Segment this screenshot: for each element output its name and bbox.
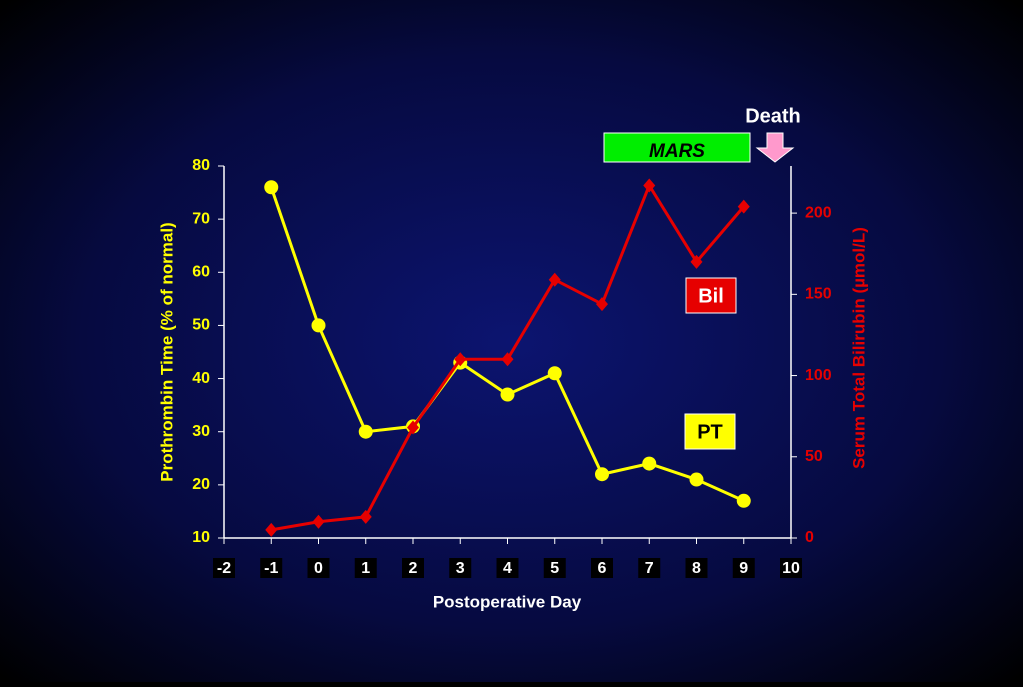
point: [500, 387, 515, 402]
point: [407, 420, 419, 435]
x-tick-label-bg: [780, 558, 802, 578]
y2-tick-label: 150: [805, 286, 832, 303]
x-tick-label: -2: [217, 560, 231, 577]
point: [736, 493, 751, 508]
point: [643, 178, 656, 193]
y-tick-label: 40: [192, 370, 210, 387]
x-tick-label: 5: [550, 560, 559, 577]
point: [264, 180, 279, 195]
point: [596, 297, 608, 312]
point: [689, 472, 704, 487]
x-tick-label: 4: [503, 560, 512, 577]
x-tick-label-bg: [213, 558, 235, 578]
point: [311, 318, 326, 333]
x-tick-label: 2: [409, 560, 418, 577]
y-tick-label: 10: [192, 529, 210, 546]
x-tick-label-bg: [685, 558, 708, 578]
mars-label: MARS: [649, 141, 705, 162]
x-tick-label-bg: [307, 558, 330, 578]
point: [359, 509, 372, 524]
point: [737, 199, 750, 214]
point: [312, 514, 325, 529]
x-axis-title: Postoperative Day: [433, 592, 582, 611]
x-tick-label-bg: [543, 558, 566, 578]
x-tick-label: 9: [739, 560, 748, 577]
x-tick-label-bg: [638, 558, 661, 578]
y2-tick-label: 100: [805, 367, 832, 384]
point: [548, 272, 561, 287]
x-tick-label-bg: [591, 558, 613, 578]
x-tick-label: 1: [361, 560, 370, 577]
y2-axis-title: Serum Total Bilirubin (µmol/L): [849, 227, 868, 469]
y-tick-label: 70: [192, 210, 210, 227]
x-tick-label: 8: [692, 560, 701, 577]
y-tick-label: 50: [192, 317, 210, 334]
point: [690, 254, 703, 269]
death-label: Death: [745, 105, 801, 127]
y-tick-label: 20: [192, 476, 210, 493]
x-tick-label: 3: [456, 560, 465, 577]
x-tick-label-bg: [354, 558, 377, 578]
y-axis-title: Prothrombin Time (% of normal): [157, 222, 176, 481]
point: [642, 456, 657, 471]
y-tick-label: 60: [192, 264, 210, 281]
x-tick-label-bg: [496, 558, 519, 578]
point: [454, 352, 467, 367]
y-tick-label: 80: [192, 157, 210, 174]
series-label-box: [684, 413, 736, 450]
x-tick-label-bg: [260, 558, 283, 578]
series-label-box: [685, 277, 737, 314]
y-tick-label: 30: [192, 423, 210, 440]
x-tick-label: 10: [782, 560, 800, 577]
series-label: Bil: [698, 285, 724, 307]
y2-tick-label: 50: [805, 448, 823, 465]
death-arrow: [755, 132, 795, 163]
point: [358, 424, 373, 439]
point: [265, 522, 278, 537]
x-tick-label: 0: [314, 560, 323, 577]
x-tick-label: 7: [645, 560, 654, 577]
x-tick-label-bg: [402, 558, 424, 578]
mars-box: [603, 132, 751, 163]
y2-tick-label: 200: [805, 204, 832, 221]
y2-tick-label: 0: [805, 529, 814, 546]
x-tick-label: 6: [598, 560, 607, 577]
point: [595, 467, 609, 482]
x-tick-label-bg: [449, 558, 472, 578]
x-tick-label-bg: [732, 558, 755, 578]
point: [547, 366, 562, 381]
point: [501, 352, 514, 367]
series-label: PT: [697, 421, 723, 443]
x-tick-label: -1: [264, 560, 278, 577]
